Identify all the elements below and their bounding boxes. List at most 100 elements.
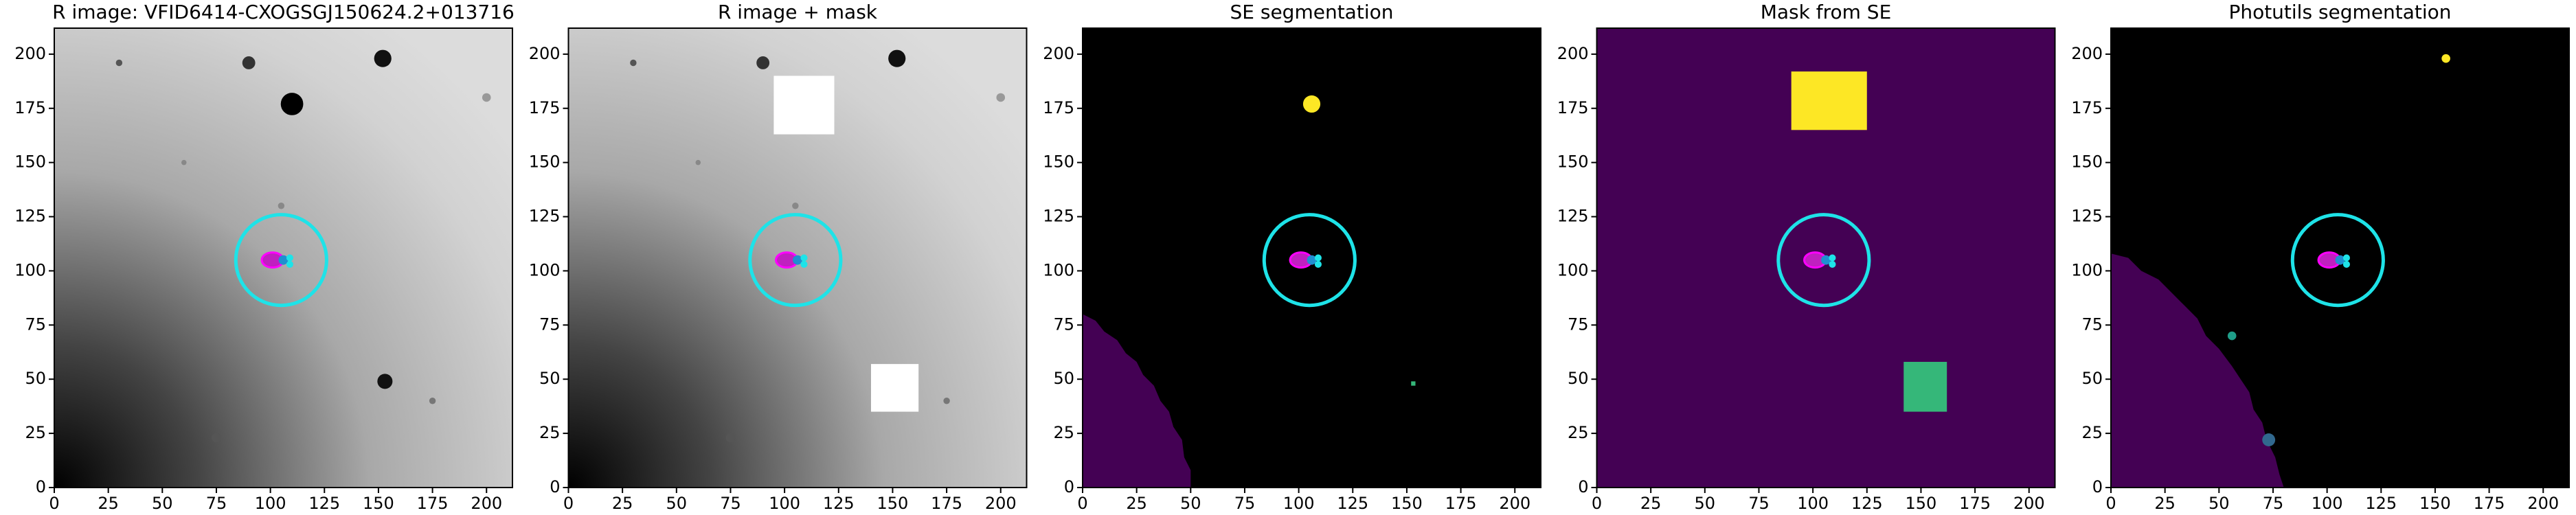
axes-frame bbox=[1596, 27, 2056, 488]
y-tick-label: 200 bbox=[529, 44, 561, 63]
star bbox=[756, 56, 770, 69]
star bbox=[943, 398, 950, 404]
panel-title: R image: VFID6414-CXOGSGJ150624.2+013716 bbox=[52, 1, 515, 23]
y-tick-label: 100 bbox=[2071, 260, 2103, 279]
center-marker bbox=[1829, 254, 1836, 262]
x-tick-label: 100 bbox=[1283, 494, 1315, 513]
x-tick-label: 75 bbox=[1234, 494, 1256, 513]
axes-frame bbox=[2110, 27, 2570, 488]
x-tick-label: 75 bbox=[1748, 494, 1770, 513]
x-tick-label: 100 bbox=[255, 494, 286, 513]
star bbox=[377, 374, 393, 389]
center-marker bbox=[1314, 260, 1322, 268]
y-tick-label: 50 bbox=[1053, 369, 1074, 388]
y-tick-label: 125 bbox=[1043, 207, 1074, 226]
x-tick-label: 200 bbox=[2527, 494, 2559, 513]
image bbox=[1596, 28, 2055, 488]
segment bbox=[2441, 54, 2450, 63]
x-tick-label: 75 bbox=[2263, 494, 2284, 513]
panel: 0 25 50 75 100 125 150 175 200 0 25 50 75 100 125 150 17… bbox=[14, 1, 515, 513]
y-tick-label: 100 bbox=[14, 260, 46, 279]
panel-title: Mask from SE bbox=[1761, 1, 1892, 23]
panel-title: R image + mask bbox=[718, 1, 878, 23]
axes-frame bbox=[54, 27, 513, 488]
x-tick-label: 0 bbox=[1077, 494, 1087, 513]
x-tick-label: 0 bbox=[2105, 494, 2116, 513]
x-tick-label: 175 bbox=[931, 494, 962, 513]
image bbox=[1083, 28, 1541, 488]
y-tick-label: 125 bbox=[529, 207, 561, 226]
y-tick-label: 125 bbox=[2071, 207, 2103, 226]
center-marker bbox=[2335, 255, 2345, 265]
x-tick-label: 125 bbox=[2365, 494, 2397, 513]
y-tick-label: 25 bbox=[25, 423, 46, 442]
star bbox=[278, 203, 285, 209]
y-tick-label: 50 bbox=[2081, 369, 2103, 388]
x-tick-label: 25 bbox=[2154, 494, 2176, 513]
segment bbox=[1083, 314, 1191, 488]
star bbox=[181, 159, 187, 165]
x-tick-label: 75 bbox=[720, 494, 741, 513]
x-tick-label: 50 bbox=[152, 494, 173, 513]
center-marker bbox=[800, 260, 808, 268]
x-tick-label: 100 bbox=[2312, 494, 2343, 513]
y-tick-label: 125 bbox=[1557, 207, 1589, 226]
x-tick-label: 0 bbox=[563, 494, 574, 513]
panel: 0 25 50 75 100 125 150 175 200 0 25 50 75 100 125 150 17… bbox=[1043, 1, 1541, 513]
image bbox=[2111, 28, 2569, 488]
y-tick-label: 125 bbox=[14, 207, 46, 226]
y-tick-label: 200 bbox=[2071, 44, 2103, 63]
star bbox=[280, 93, 304, 115]
center-marker bbox=[1314, 254, 1322, 262]
x-tick-label: 175 bbox=[417, 494, 449, 513]
axes-frame bbox=[1082, 27, 1541, 488]
center-marker bbox=[1829, 260, 1836, 268]
mask-region bbox=[1791, 71, 1867, 130]
y-tick-label: 150 bbox=[1043, 152, 1074, 172]
x-tick-label: 150 bbox=[877, 494, 909, 513]
x-tick-label: 175 bbox=[2474, 494, 2505, 513]
y-tick-label: 175 bbox=[2071, 98, 2103, 117]
x-tick-label: 150 bbox=[2419, 494, 2451, 513]
y-tick-label: 25 bbox=[2081, 423, 2103, 442]
x-tick-label: 50 bbox=[2208, 494, 2230, 513]
x-tick-label: 50 bbox=[1695, 494, 1716, 513]
y-tick-label: 0 bbox=[1064, 477, 1074, 496]
x-tick-label: 25 bbox=[98, 494, 119, 513]
star bbox=[374, 49, 392, 67]
y-tick-label: 50 bbox=[1568, 369, 1589, 388]
star bbox=[429, 398, 436, 404]
y-tick-label: 100 bbox=[529, 260, 561, 279]
center-marker bbox=[2342, 254, 2350, 262]
y-tick-label: 0 bbox=[36, 477, 46, 496]
y-tick-label: 175 bbox=[529, 98, 561, 117]
center-marker bbox=[1821, 255, 1831, 265]
mask-region bbox=[870, 364, 919, 412]
aperture bbox=[2290, 213, 2385, 308]
y-tick-label: 200 bbox=[14, 44, 46, 63]
mask-region bbox=[773, 76, 835, 135]
x-tick-label: 175 bbox=[1445, 494, 1477, 513]
x-tick-label: 125 bbox=[823, 494, 855, 513]
segment bbox=[1302, 95, 1321, 113]
panel: 0 25 50 75 100 125 150 175 200 0 25 50 75 100 125 150 17… bbox=[529, 1, 1028, 513]
center-marker bbox=[2342, 260, 2350, 268]
y-tick-label: 50 bbox=[539, 369, 561, 388]
aperture bbox=[1776, 213, 1871, 308]
y-tick-label: 50 bbox=[25, 369, 46, 388]
x-tick-label: 200 bbox=[985, 494, 1017, 513]
segment bbox=[2227, 331, 2237, 341]
y-tick-label: 0 bbox=[2092, 477, 2103, 496]
y-tick-label: 150 bbox=[14, 152, 46, 172]
star bbox=[242, 56, 256, 69]
x-tick-label: 150 bbox=[1391, 494, 1423, 513]
image bbox=[568, 28, 1027, 488]
image bbox=[54, 28, 512, 488]
y-tick-label: 175 bbox=[1043, 98, 1074, 117]
x-tick-label: 100 bbox=[1797, 494, 1829, 513]
star bbox=[792, 203, 799, 209]
center-marker bbox=[286, 260, 293, 268]
y-tick-label: 75 bbox=[539, 314, 561, 334]
panel: 0 25 50 75 100 125 150 175 200 0 25 50 75 100 125 150 17… bbox=[1557, 1, 2056, 513]
